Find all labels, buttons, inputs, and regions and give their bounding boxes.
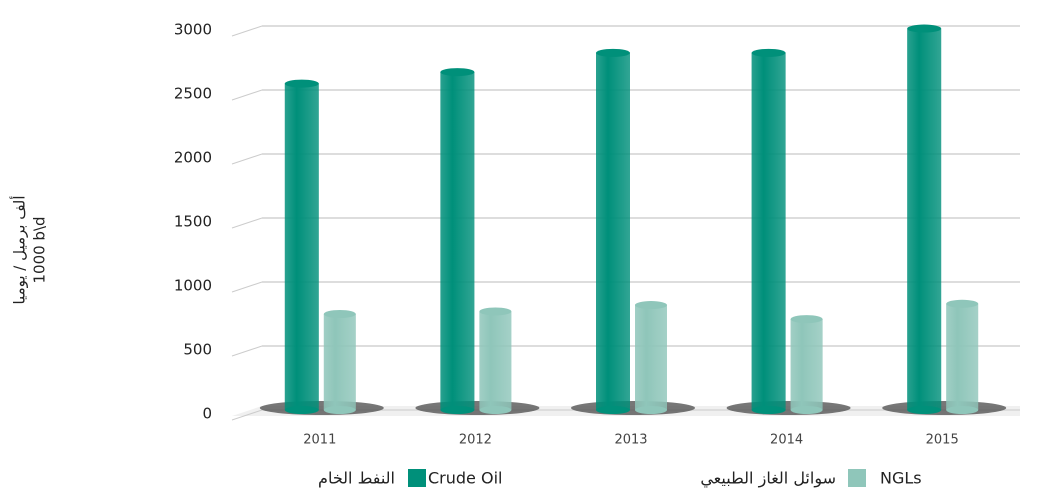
shadow <box>726 401 851 415</box>
grid-line <box>231 153 263 165</box>
x-tick-label: 2015 <box>926 433 959 448</box>
y-tick-label: 2500 <box>174 85 212 103</box>
bar-bottom <box>790 406 823 414</box>
bar-body <box>790 319 823 410</box>
shadow <box>882 401 1007 415</box>
bar-bottom <box>440 406 475 414</box>
x-tick-label: 2014 <box>770 433 803 448</box>
bar-base <box>946 303 979 410</box>
bar-body <box>635 305 667 410</box>
legend-label-ar: النفط الخام <box>318 469 395 488</box>
shadow <box>259 401 384 415</box>
grid-line <box>231 345 263 357</box>
y-axis-title-ar: ألف برميل / يوميا <box>10 195 29 304</box>
y-axis-title: ألف برميل / يوميا 1000 b\d <box>10 195 49 304</box>
bar <box>440 68 475 414</box>
bar-bottom <box>479 406 512 414</box>
bar-base <box>596 52 630 410</box>
bar-base <box>479 311 512 410</box>
bar-base <box>440 72 475 410</box>
bar-body <box>907 28 942 411</box>
bar-bottom <box>751 406 786 414</box>
bar-body <box>596 52 630 410</box>
bar-body <box>751 52 786 410</box>
x-tick-label: 2011 <box>303 433 336 448</box>
grid-line <box>231 89 263 101</box>
bar <box>790 315 823 414</box>
grid-line <box>231 409 263 421</box>
bar-top <box>440 68 475 77</box>
bar-top <box>284 79 319 88</box>
bar-top <box>635 301 667 310</box>
bar-base <box>790 319 823 410</box>
legend-swatch <box>848 469 866 487</box>
bar-top <box>907 24 942 33</box>
bar-body <box>440 72 475 410</box>
bar-bottom <box>946 406 979 414</box>
bar <box>596 48 630 414</box>
bar-top <box>946 299 979 308</box>
y-tick-label: 0 <box>202 405 212 423</box>
bar <box>284 79 319 414</box>
grid-line <box>231 25 263 37</box>
y-tick-label: 500 <box>183 341 212 359</box>
bar <box>907 24 942 414</box>
x-tick-label: 2013 <box>614 433 647 448</box>
bar <box>479 307 512 414</box>
y-tick-label: 1000 <box>174 277 212 295</box>
legend-swatch <box>408 469 426 487</box>
bar-bottom <box>907 406 942 414</box>
y-tick-label: 2000 <box>174 149 212 167</box>
grid-line <box>231 217 263 229</box>
bar-body <box>284 83 319 410</box>
bar-base <box>907 28 942 411</box>
bar-bottom <box>284 406 319 414</box>
bar-top <box>479 307 512 316</box>
bar-top <box>751 48 786 57</box>
y-axis-title-en: 1000 b\d <box>31 216 49 283</box>
bar-body <box>946 303 979 410</box>
bar-body <box>479 311 512 410</box>
bar-bottom <box>635 406 667 414</box>
y-tick-label: 1500 <box>174 213 212 231</box>
bar-top <box>323 310 356 318</box>
x-tick-label: 2012 <box>459 433 492 448</box>
bar <box>323 310 356 414</box>
legend-label: Crude Oil <box>428 469 502 488</box>
bar <box>946 299 979 414</box>
bar <box>751 48 786 414</box>
bar-base <box>323 314 356 410</box>
bar-base <box>635 305 667 410</box>
bar-bottom <box>596 406 630 414</box>
shadow <box>415 401 540 415</box>
bar-top <box>790 315 823 324</box>
bar-top <box>596 48 630 57</box>
bar-bottom <box>323 406 356 414</box>
legend-label: NGLs <box>880 469 922 488</box>
bar-base <box>284 83 319 410</box>
grid-line <box>231 281 263 293</box>
bar <box>635 301 667 414</box>
legend-label-ar: سوائل الغاز الطبيعي <box>700 469 836 489</box>
y-tick-label: 3000 <box>174 21 212 39</box>
bar-body <box>323 314 356 410</box>
shadow <box>571 401 695 415</box>
bar-base <box>751 52 786 410</box>
